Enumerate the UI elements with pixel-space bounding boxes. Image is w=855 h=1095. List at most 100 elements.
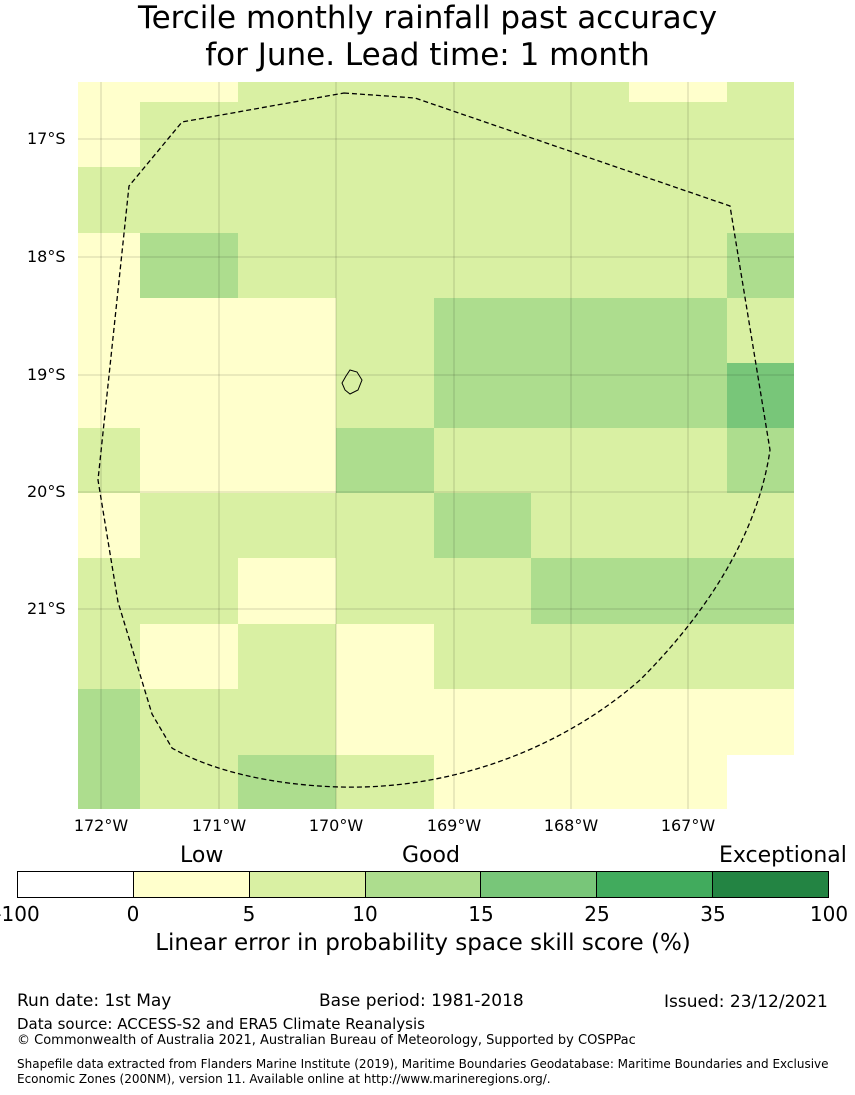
grid-cell xyxy=(78,82,140,102)
grid-cell xyxy=(140,755,238,809)
grid-cell xyxy=(140,558,238,624)
grid-cell xyxy=(629,82,727,102)
skill-grid xyxy=(78,82,794,809)
grid-cell xyxy=(531,689,629,755)
grid-cell xyxy=(434,428,531,493)
grid-cell xyxy=(629,102,727,167)
grid-cell xyxy=(727,233,794,298)
grid-cell xyxy=(78,755,140,809)
grid-cell xyxy=(336,363,434,428)
grid-cell xyxy=(531,363,629,428)
grid-cell xyxy=(727,167,794,233)
grid-cell xyxy=(238,233,336,298)
colorbar-segment-2 xyxy=(133,872,250,897)
grid-cell xyxy=(629,298,727,363)
category-good: Good xyxy=(402,843,460,868)
grid-cell xyxy=(531,102,629,167)
grid-cell xyxy=(238,428,336,493)
grid-cell xyxy=(140,624,238,689)
grid-cell xyxy=(629,624,727,689)
grid-cell xyxy=(336,102,434,167)
grid-cell xyxy=(629,233,727,298)
grid-cell xyxy=(531,558,629,624)
grid-cell xyxy=(336,493,434,558)
grid-cell xyxy=(727,624,794,689)
grid-cell xyxy=(78,689,140,755)
copyright: © Commonwealth of Australia 2021, Austra… xyxy=(17,1033,636,1048)
lon-label-169w: 169°W xyxy=(426,816,482,835)
run-date: Run date: 1st May xyxy=(17,991,172,1011)
base-period: Base period: 1981-2018 xyxy=(319,991,524,1011)
colorbar-tick-3: 5 xyxy=(242,902,256,926)
grid-cell xyxy=(336,755,434,809)
grid-cell xyxy=(336,558,434,624)
grid-cell xyxy=(629,167,727,233)
grid-cell xyxy=(531,493,629,558)
grid-cell xyxy=(78,233,140,298)
grid-cell xyxy=(434,558,531,624)
grid-cell xyxy=(238,102,336,167)
map-title-line-1: Tercile monthly rainfall past accuracy xyxy=(137,0,718,36)
grid-cell xyxy=(629,689,727,755)
category-exceptional: Exceptional xyxy=(719,843,847,868)
grid-cell xyxy=(78,167,140,233)
grid-cell xyxy=(531,624,629,689)
grid-cell xyxy=(238,689,336,755)
lon-label-167w: 167°W xyxy=(660,816,716,835)
grid-cell xyxy=(336,167,434,233)
grid-cell xyxy=(140,233,238,298)
skill-map xyxy=(78,82,794,809)
colorbar-tick-1: -100 xyxy=(0,902,40,926)
grid-cell xyxy=(140,363,238,428)
grid-cell xyxy=(727,689,794,755)
grid-cell xyxy=(78,102,140,167)
grid-cell xyxy=(78,428,140,493)
lat-label-18s: 18°S xyxy=(27,247,66,266)
grid-cell xyxy=(434,82,531,102)
grid-cell xyxy=(78,624,140,689)
grid-cell xyxy=(78,493,140,558)
grid-cell xyxy=(78,363,140,428)
grid-cell xyxy=(531,167,629,233)
grid-cell xyxy=(434,167,531,233)
grid-cell xyxy=(629,558,727,624)
grid-cell xyxy=(727,558,794,624)
map-title-line-2: for June. Lead time: 1 month xyxy=(205,37,650,73)
map-title: Tercile monthly rainfall past accuracy f… xyxy=(0,0,855,74)
grid-cell xyxy=(238,624,336,689)
map-gridlines xyxy=(78,82,794,809)
grid-cell xyxy=(434,363,531,428)
colorbar-segment-6 xyxy=(597,872,714,897)
lat-label-21s: 21°S xyxy=(27,599,66,618)
grid-cell xyxy=(140,82,238,102)
colorbar-title: Linear error in probability space skill … xyxy=(155,930,691,956)
grid-cell xyxy=(140,689,238,755)
grid-cell xyxy=(336,689,434,755)
lon-label-168w: 168°W xyxy=(543,816,599,835)
grid-cell xyxy=(434,493,531,558)
lat-label-19s: 19°S xyxy=(27,365,66,384)
grid-cell xyxy=(727,298,794,363)
grid-cell xyxy=(727,428,794,493)
grid-cell xyxy=(140,102,238,167)
grid-cell xyxy=(434,102,531,167)
grid-cell xyxy=(727,102,794,167)
grid-cell xyxy=(727,493,794,558)
grid-cell xyxy=(238,298,336,363)
colorbar-segment-7 xyxy=(713,872,829,897)
grid-cell xyxy=(629,755,727,809)
grid-cell xyxy=(238,493,336,558)
grid-cell xyxy=(238,363,336,428)
grid-cell xyxy=(434,624,531,689)
lon-label-170w: 170°W xyxy=(308,816,364,835)
grid-cell xyxy=(140,428,238,493)
grid-cell xyxy=(336,428,434,493)
shapefile-credit: Shapefile data extracted from Flanders M… xyxy=(17,1057,829,1086)
colorbar-segment-4 xyxy=(365,872,482,897)
grid-cell xyxy=(531,428,629,493)
grid-cell xyxy=(629,493,727,558)
colorbar-tick-5: 15 xyxy=(468,902,494,926)
issued-date: Issued: 23/12/2021 xyxy=(664,992,828,1012)
grid-cell xyxy=(629,363,727,428)
colorbar-tick-4: 10 xyxy=(352,902,378,926)
